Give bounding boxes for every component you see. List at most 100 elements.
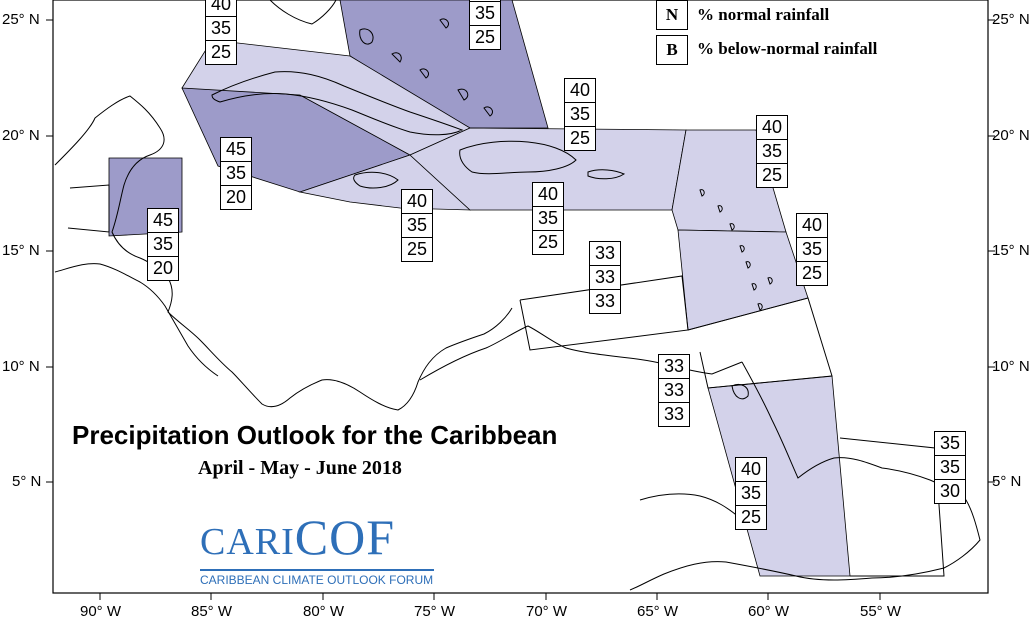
prob-value: 35 xyxy=(206,17,236,41)
y-tick-label-right: 15° N xyxy=(992,242,1030,259)
map-subtitle: April - May - June 2018 xyxy=(198,457,402,479)
prob-value: 25 xyxy=(406,239,428,259)
prob-value: 40 xyxy=(206,0,236,17)
prob-box-windward: 40 35 25 xyxy=(796,213,828,286)
land-venezuela-colombia xyxy=(419,325,743,381)
land-mexico-yucatan xyxy=(54,95,513,411)
prob-box-turks-caicos: 40 35 25 xyxy=(564,78,596,151)
prob-box-leeward: 40 35 25 xyxy=(756,115,788,188)
prob-value: 35 xyxy=(935,432,965,456)
x-tick-label: 70° W xyxy=(526,603,568,620)
prob-value: 40 xyxy=(402,190,432,214)
logo-wordmark-part: CARI xyxy=(200,521,295,563)
tick-marks xyxy=(46,19,995,600)
logo-wordmark: CARICOF xyxy=(200,512,434,567)
land-lesser-antilles xyxy=(699,189,773,311)
prob-value: 45 xyxy=(148,209,178,233)
land-bahamas xyxy=(359,18,493,117)
prob-box-guyana: 40 35 25 xyxy=(735,457,767,530)
prob-value: 35 xyxy=(402,214,432,238)
land-florida xyxy=(269,0,337,25)
prob-value: 35 xyxy=(736,482,766,506)
prob-value: 35 xyxy=(148,233,178,257)
land-trinidad xyxy=(731,383,749,400)
land-central-america xyxy=(54,263,219,377)
x-tick-label: 55° W xyxy=(860,603,902,620)
y-tick-label-right: 10° N xyxy=(992,358,1030,375)
y-tick-label-right: 25° N xyxy=(992,11,1030,28)
prob-value: 40 xyxy=(736,458,766,482)
prob-value: 35 xyxy=(757,140,787,164)
y-tick-label-left: 15° N xyxy=(2,242,40,259)
zone-mexico-outline xyxy=(67,184,110,233)
prob-value: 35 xyxy=(565,103,595,127)
prob-box-western-cuba: 45 35 20 xyxy=(220,137,252,210)
prob-value: 40 xyxy=(565,79,595,103)
land-outlines xyxy=(54,0,981,591)
prob-value: 20 xyxy=(152,258,174,278)
map-frame xyxy=(52,0,989,594)
outlook-zones xyxy=(67,0,945,577)
prob-value: 25 xyxy=(761,165,783,185)
x-tick-label: 80° W xyxy=(303,603,345,620)
prob-box-bahamas: 40 35 25 xyxy=(469,0,501,50)
prob-value: 33 xyxy=(590,242,620,266)
prob-value: 33 xyxy=(659,355,689,379)
x-tick-label: 85° W xyxy=(191,603,233,620)
land-puerto-rico xyxy=(587,169,626,180)
logo-rule xyxy=(200,569,434,571)
prob-value: 25 xyxy=(474,27,496,47)
prob-box-hispaniola: 40 35 25 xyxy=(532,182,564,255)
prob-box-abc-islands: 33 33 33 xyxy=(589,241,621,314)
y-tick-label-right: 5° N xyxy=(992,473,1022,490)
y-tick-label-left: 25° N xyxy=(2,11,40,28)
prob-value: 25 xyxy=(537,232,559,252)
prob-value: 30 xyxy=(939,481,961,501)
logo-tagline: CARIBBEAN CLIMATE OUTLOOK FORUM xyxy=(200,573,434,587)
prob-value: 20 xyxy=(225,187,247,207)
land-jamaica xyxy=(353,171,399,189)
x-tick-label: 60° W xyxy=(748,603,790,620)
land-south-america xyxy=(629,361,981,591)
y-tick-label-left: 5° N xyxy=(12,473,42,490)
zone-trinidad-outline xyxy=(687,297,833,389)
prob-box-suriname: 35 35 30 xyxy=(934,431,966,504)
x-tick-label: 65° W xyxy=(637,603,679,620)
x-tick-label: 90° W xyxy=(80,603,122,620)
prob-value: 35 xyxy=(533,207,563,231)
legend-label-normal: % normal rainfall xyxy=(697,5,830,24)
x-tick-label: 75° W xyxy=(414,603,456,620)
logo-wordmark-part: COF xyxy=(294,509,396,565)
zone-suriname-outline xyxy=(839,437,945,577)
prob-value: 25 xyxy=(801,263,823,283)
prob-box-cuba-north: 40 35 25 xyxy=(205,0,237,65)
y-tick-label-left: 10° N xyxy=(2,358,40,375)
legend-label-below: % below-normal rainfall xyxy=(697,39,878,58)
prob-value: 25 xyxy=(740,507,762,527)
prob-box-belize: 45 35 20 xyxy=(147,208,179,281)
prob-value: 33 xyxy=(659,379,689,403)
prob-value: 40 xyxy=(757,116,787,140)
prob-value: 33 xyxy=(590,266,620,290)
y-tick-label-right: 20° N xyxy=(992,127,1030,144)
land-hispaniola xyxy=(459,140,577,175)
prob-box-jamaica: 40 35 25 xyxy=(401,189,433,262)
prob-value: 45 xyxy=(221,138,251,162)
prob-value: 25 xyxy=(210,42,232,62)
prob-value: 33 xyxy=(663,404,685,424)
zone-guyana xyxy=(707,375,851,577)
map-title: Precipitation Outlook for the Caribbean xyxy=(72,420,558,450)
prob-value: 35 xyxy=(221,162,251,186)
prob-value: 40 xyxy=(470,0,500,2)
prob-box-trinidad: 33 33 33 xyxy=(658,354,690,427)
prob-value: 35 xyxy=(470,2,500,26)
legend-key-normal: N xyxy=(656,0,688,30)
y-tick-label-left: 20° N xyxy=(2,127,40,144)
prob-value: 33 xyxy=(594,291,616,311)
legend-key-below: B xyxy=(656,35,688,65)
prob-value: 40 xyxy=(797,214,827,238)
caricof-logo: CARICOF CARIBBEAN CLIMATE OUTLOOK FORUM xyxy=(200,512,434,587)
land-cuba xyxy=(211,71,464,136)
prob-value: 25 xyxy=(569,128,591,148)
